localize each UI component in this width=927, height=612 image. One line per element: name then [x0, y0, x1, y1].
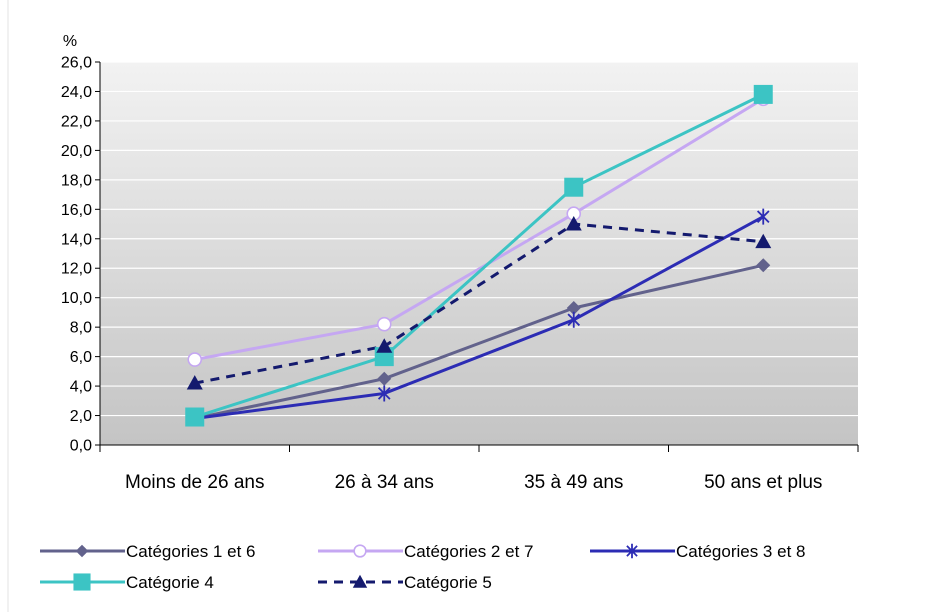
- y-tick-label: 26,0: [61, 55, 92, 72]
- data-point: [376, 316, 392, 332]
- y-tick-label: 0,0: [70, 438, 92, 455]
- y-tick-label: 8,0: [70, 320, 92, 337]
- data-point: [186, 375, 203, 390]
- gridlines: [100, 61, 858, 417]
- series-line: [194, 97, 765, 362]
- x-category-label: Moins de 26 ans: [125, 472, 264, 493]
- series-lines: [194, 93, 765, 420]
- series-line: [194, 215, 764, 420]
- series-line: [194, 263, 764, 420]
- data-point: [566, 301, 581, 316]
- legend-marker: [352, 574, 368, 588]
- series-markers: [185, 84, 773, 427]
- x-category-labels: Moins de 26 ans 26 à 34 ans 35 à 49 ans 50 …: [125, 472, 822, 493]
- y-axis-unit-label: %: [63, 33, 77, 50]
- legend: Catégories 1 et 6 Catégories 2 et 7 Catégo…: [40, 542, 805, 592]
- y-tick-label: 14,0: [61, 231, 92, 248]
- data-point: [756, 258, 771, 273]
- y-tick-labels: 0,0 2,0 4,0 6,0 8,0 10,0 12,0 14,0 16,0 18,0 20,0 2…: [61, 55, 92, 455]
- legend-marker: [353, 544, 367, 558]
- data-point: [185, 407, 205, 427]
- y-tick-label: 12,0: [61, 261, 92, 278]
- data-point: [565, 216, 582, 231]
- legend-label: Catégorie 4: [126, 573, 214, 592]
- data-point: [564, 177, 584, 197]
- y-tick-label: 10,0: [61, 290, 92, 307]
- legend-label: Catégorie 5: [404, 573, 492, 592]
- data-point: [376, 338, 393, 353]
- series-line: [194, 93, 764, 419]
- data-point: [377, 385, 391, 402]
- y-tick-label: 20,0: [61, 143, 92, 160]
- legend-marker: [626, 543, 638, 559]
- plot-area: [100, 62, 858, 445]
- y-tick-label: 4,0: [70, 379, 92, 396]
- x-category-label: 26 à 34 ans: [335, 472, 434, 493]
- y-tick-label: 16,0: [61, 202, 92, 219]
- x-category-label: 50 ans et plus: [704, 472, 822, 493]
- data-point: [187, 352, 203, 367]
- y-tick-label: 2,0: [70, 408, 92, 425]
- y-tick-label: 6,0: [70, 349, 92, 366]
- data-point: [567, 311, 581, 328]
- y-tick-label: 18,0: [61, 172, 92, 189]
- data-point: [377, 371, 392, 386]
- x-category-label: 35 à 49 ans: [524, 472, 623, 493]
- series-line: [194, 222, 764, 385]
- legend-marker: [75, 544, 89, 558]
- legend-label: Catégories 1 et 6: [126, 542, 255, 561]
- axes: [95, 61, 859, 452]
- data-point: [756, 208, 770, 225]
- data-point: [755, 233, 772, 249]
- y-tick-label: 24,0: [61, 84, 92, 101]
- y-tick-label: 22,0: [61, 113, 92, 130]
- legend-label: Catégories 3 et 8: [676, 542, 805, 561]
- legend-marker: [73, 573, 91, 591]
- legend-label: Catégories 2 et 7: [404, 542, 533, 561]
- data-point: [753, 84, 773, 104]
